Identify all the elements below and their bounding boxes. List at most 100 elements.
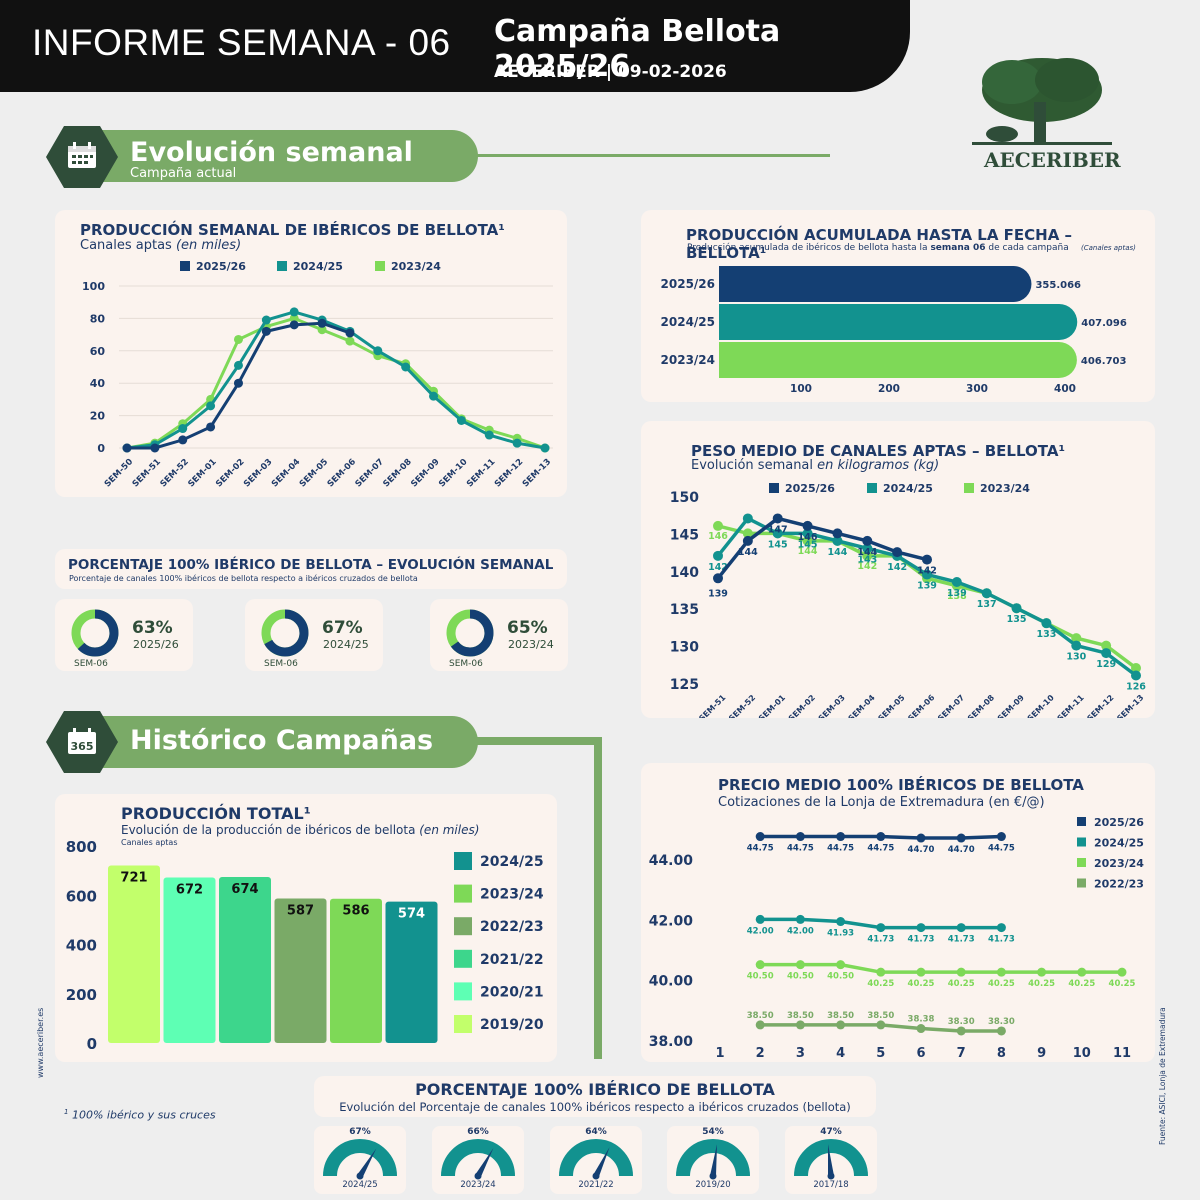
x-tick-label: 2: [756, 1046, 765, 1061]
y-tick-label: 200: [66, 986, 97, 1004]
x-tick-label: 7: [957, 1046, 966, 1061]
data-label: 44.70: [948, 845, 975, 855]
data-point: [1101, 648, 1112, 659]
legend-2023-24: 2023/24: [375, 260, 441, 273]
section-weekly-pill: [80, 130, 478, 182]
section-history-title: Histórico Campañas: [130, 725, 434, 756]
data-point: [713, 550, 723, 561]
bar-category-label: 2024/25: [661, 315, 715, 329]
bar-category-label: 2025/26: [661, 277, 715, 291]
section-weekly-title: Evolución semanal: [130, 137, 413, 168]
data-label: 144: [828, 547, 848, 558]
org-date: AECERIBER | 09-02-2026: [494, 62, 727, 82]
data-label: 142: [708, 562, 728, 573]
data-point: [742, 513, 753, 524]
data-point: [261, 326, 271, 336]
data-label: 40.25: [988, 979, 1015, 989]
bar-value-label: 674: [231, 882, 258, 897]
data-label: 144: [798, 546, 818, 557]
data-point: [802, 535, 813, 546]
y-tick-label: 150: [670, 490, 699, 506]
data-point: [233, 378, 243, 388]
donut-year: 2023/24: [508, 638, 554, 651]
data-label: 139: [708, 588, 728, 599]
avg-weight-title: PESO MEDIO DE CANALES APTAS – BELLOTA¹: [691, 442, 1066, 460]
data-point: [922, 554, 932, 565]
legend-swatch: [1077, 817, 1086, 826]
data-point: [862, 550, 873, 561]
data-point: [795, 960, 805, 970]
data-point: [206, 422, 216, 432]
donut-card-2024/25: 67% 2024/25 SEM-06: [245, 599, 383, 671]
gauge-percentage: 64%: [585, 1127, 607, 1137]
total-production-subtitle: Evolución de la producción de ibéricos d…: [121, 823, 480, 837]
data-point: [996, 923, 1006, 933]
donut-chart: [71, 609, 119, 657]
data-label: 40.25: [948, 979, 975, 989]
x-tick-label: 9: [1037, 1046, 1046, 1061]
calendar-icon: [68, 142, 96, 168]
legend-swatch: [454, 949, 472, 968]
x-tick-label: SEM-51: [697, 693, 727, 718]
data-label: 139: [947, 588, 967, 599]
donut-chart: [446, 609, 494, 657]
x-tick-label: 200: [878, 383, 900, 395]
data-point: [876, 967, 886, 977]
price-card: PRECIO MEDIO 100% IBÉRICOS DE BELLOTA Co…: [641, 763, 1155, 1062]
data-label: 42.00: [747, 926, 774, 936]
legend-label: 2022/23: [1094, 878, 1144, 891]
x-tick-label: SEM-04: [847, 693, 877, 718]
bar-2023/24: [719, 342, 1077, 378]
data-point: [1037, 967, 1047, 977]
data-label: 40.50: [827, 972, 854, 982]
data-point: [345, 336, 355, 346]
y-tick-label: 0: [97, 442, 105, 455]
y-tick-label: 140: [670, 565, 699, 581]
data-point: [373, 346, 383, 356]
x-tick-label: SEM-07: [936, 693, 966, 718]
logo-text: AECERIBER: [984, 148, 1121, 172]
x-tick-label: SEM-13: [521, 457, 553, 489]
legend-label: 2022/23: [480, 919, 544, 935]
x-tick-label: SEM-01: [757, 693, 787, 718]
bar-2025/26: [719, 266, 1032, 302]
data-label: 38.30: [948, 1017, 975, 1027]
weekly-production-title: PRODUCCIÓN SEMANAL DE IBÉRICOS DE BELLOT…: [80, 221, 505, 239]
data-point: [755, 914, 765, 924]
gauge-hub: [709, 1172, 717, 1180]
data-point: [456, 415, 466, 425]
x-tick-label: SEM-04: [270, 457, 302, 489]
section-history-line-h: [470, 737, 602, 745]
gauge-percentage: 66%: [467, 1127, 489, 1137]
bar-cap: [719, 304, 739, 340]
data-point: [178, 424, 188, 434]
avg-weight-subtitle: Evolución semanal en kilogramos (kg): [691, 458, 940, 473]
data-label: 41.73: [988, 935, 1015, 945]
weekly-percentage-subtitle: Porcentaje de canales 100% ibéricos de b…: [69, 574, 418, 583]
bar-2021/22: [219, 877, 271, 1043]
gauge-needle: [357, 1148, 377, 1178]
report-title: INFORME SEMANA - 06: [32, 22, 451, 63]
data-label: 38.50: [787, 1011, 814, 1021]
x-tick-label: 4: [836, 1046, 845, 1061]
data-point: [1077, 967, 1087, 977]
gauge-needle: [827, 1144, 834, 1177]
data-label: 44.75: [747, 844, 774, 854]
weekly-production-subtitle: Canales aptas (en miles): [80, 238, 242, 253]
bar-2022/23: [274, 898, 327, 1043]
data-point: [832, 528, 843, 539]
donut-week: SEM-06: [449, 659, 483, 669]
x-tick-label: 11: [1113, 1046, 1131, 1061]
data-point: [261, 315, 271, 325]
donut-card-2023/24: 65% 2023/24 SEM-06: [430, 599, 568, 671]
data-point: [956, 923, 966, 933]
website-text: www.aeceriber.es: [36, 1007, 45, 1078]
data-label: 40.25: [908, 979, 935, 989]
gauge-year: 2023/24: [460, 1180, 495, 1190]
gauge-arc: [794, 1139, 868, 1177]
data-point: [922, 569, 932, 580]
data-point: [836, 960, 846, 970]
gauge-needle: [475, 1147, 494, 1178]
bar-2024/25: [719, 304, 1078, 340]
bar-2020/21: [163, 877, 216, 1043]
